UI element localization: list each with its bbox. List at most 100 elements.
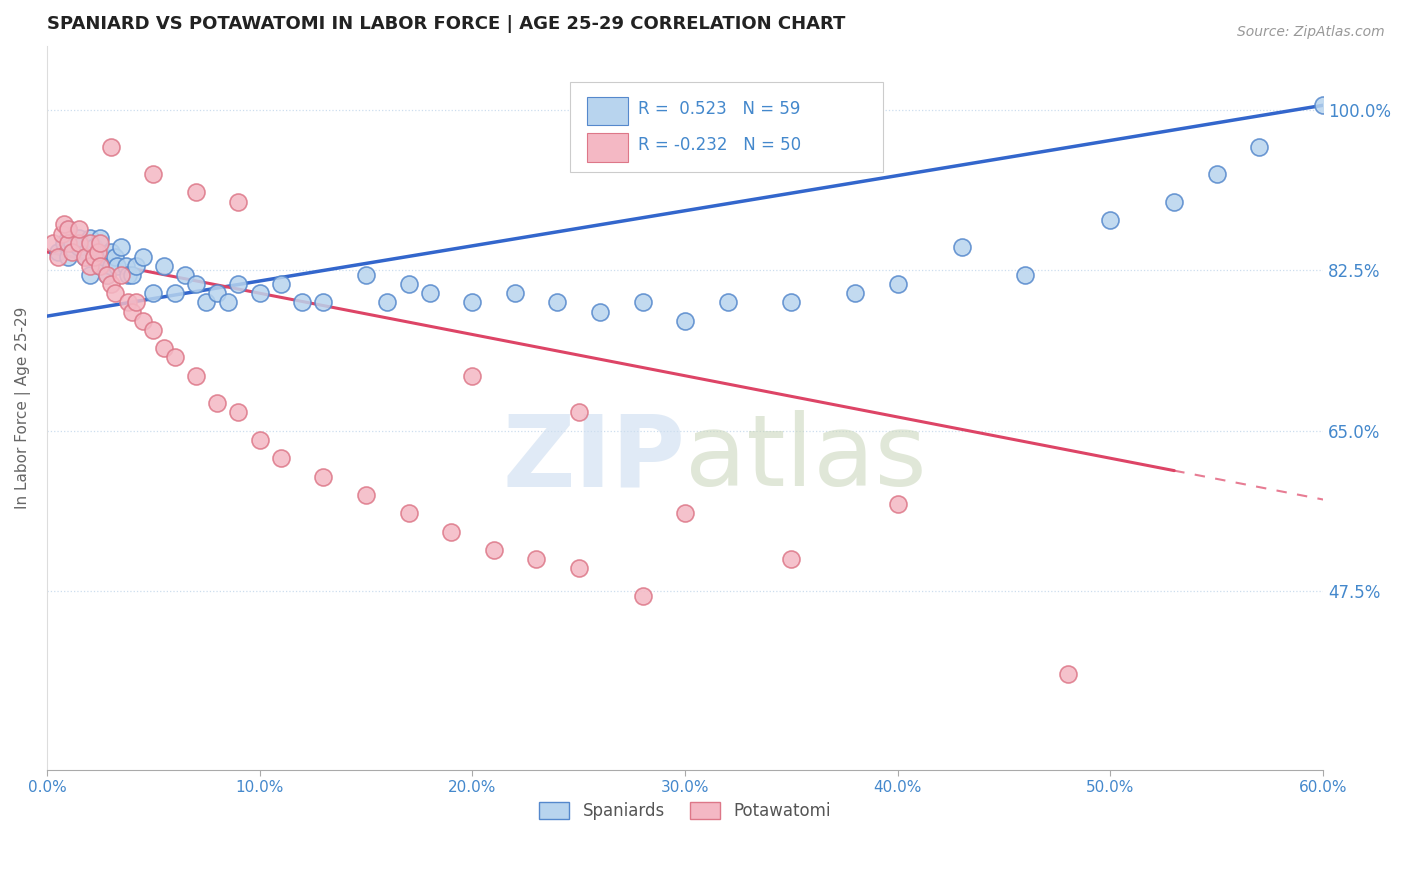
Point [104, 286, 127, 301]
Point [105, 259, 128, 273]
Point [195, 295, 218, 310]
Point [631, 295, 654, 310]
Point [270, 451, 292, 466]
Point [312, 469, 335, 483]
Point [67, 231, 90, 245]
Point [673, 506, 696, 520]
Point [1205, 167, 1227, 181]
Point [89, 259, 111, 273]
Point [53, 218, 76, 232]
Point [114, 259, 136, 273]
Point [96, 268, 118, 282]
Point [398, 506, 420, 520]
Point [249, 433, 271, 447]
Point [67, 235, 90, 250]
Point [205, 286, 228, 301]
Point [1249, 139, 1271, 153]
FancyBboxPatch shape [586, 96, 627, 126]
Point [1014, 268, 1036, 282]
Point [780, 295, 803, 310]
Point [42, 235, 65, 250]
Point [75, 250, 97, 264]
Point [887, 277, 910, 291]
Point [79, 268, 101, 282]
Point [482, 543, 505, 558]
Point [96, 268, 118, 282]
Point [67, 240, 90, 254]
Point [228, 194, 250, 209]
Point [291, 295, 314, 310]
Point [93, 250, 115, 264]
Point [58, 235, 80, 250]
Point [270, 277, 292, 291]
Point [79, 259, 101, 273]
Text: R = -0.232   N = 50: R = -0.232 N = 50 [638, 136, 801, 154]
Point [546, 295, 568, 310]
Point [440, 524, 463, 539]
Text: atlas: atlas [685, 410, 927, 507]
Point [89, 259, 111, 273]
Point [58, 222, 80, 236]
Point [228, 405, 250, 419]
Point [1312, 98, 1334, 112]
FancyBboxPatch shape [586, 133, 627, 161]
Point [142, 323, 165, 337]
Point [117, 295, 139, 310]
Point [46, 250, 69, 264]
Point [62, 235, 84, 250]
Point [75, 250, 97, 264]
Point [83, 250, 105, 264]
Point [375, 295, 398, 310]
FancyBboxPatch shape [571, 82, 883, 172]
Point [568, 561, 591, 575]
Point [110, 240, 132, 254]
Point [780, 552, 803, 566]
Point [131, 314, 153, 328]
Point [142, 167, 165, 181]
Point [58, 250, 80, 264]
Point [354, 268, 377, 282]
Point [354, 488, 377, 502]
Point [79, 231, 101, 245]
Point [398, 277, 420, 291]
Point [461, 368, 484, 383]
Point [100, 277, 122, 291]
Point [121, 304, 143, 318]
Point [89, 231, 111, 245]
Point [503, 286, 526, 301]
Point [79, 235, 101, 250]
Point [153, 341, 176, 355]
Point [249, 286, 271, 301]
Point [217, 295, 239, 310]
Point [121, 268, 143, 282]
Point [110, 268, 132, 282]
Point [205, 396, 228, 410]
Point [312, 295, 335, 310]
Point [174, 268, 197, 282]
Point [62, 244, 84, 259]
Point [125, 295, 148, 310]
Point [117, 268, 139, 282]
Point [184, 277, 207, 291]
Point [673, 314, 696, 328]
Point [716, 295, 738, 310]
Point [950, 240, 973, 254]
Point [461, 295, 484, 310]
Point [100, 244, 122, 259]
Point [184, 186, 207, 200]
Point [104, 250, 127, 264]
Point [125, 259, 148, 273]
Point [844, 286, 866, 301]
Point [100, 139, 122, 153]
Point [589, 304, 612, 318]
Text: R =  0.523   N = 59: R = 0.523 N = 59 [638, 100, 800, 118]
Point [53, 235, 76, 250]
Point [887, 497, 910, 511]
Point [419, 286, 441, 301]
Y-axis label: In Labor Force | Age 25-29: In Labor Force | Age 25-29 [15, 307, 31, 509]
Point [1163, 194, 1185, 209]
Text: Source: ZipAtlas.com: Source: ZipAtlas.com [1237, 25, 1385, 39]
Text: SPANIARD VS POTAWATOMI IN LABOR FORCE | AGE 25-29 CORRELATION CHART: SPANIARD VS POTAWATOMI IN LABOR FORCE | … [46, 15, 845, 33]
Point [163, 286, 186, 301]
Point [568, 405, 591, 419]
